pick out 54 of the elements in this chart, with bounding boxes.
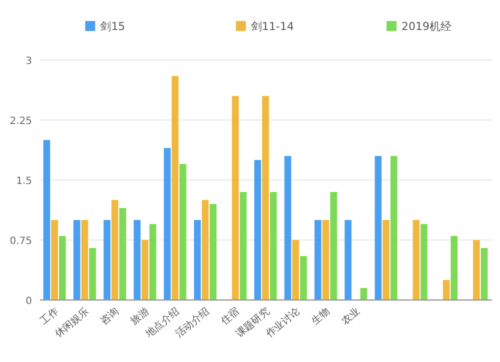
bar <box>284 156 292 300</box>
x-tick-label: 旅游 <box>128 305 152 328</box>
bar <box>58 236 66 300</box>
bar <box>111 200 118 300</box>
bar <box>172 76 179 300</box>
bar <box>442 280 450 300</box>
bar <box>43 140 50 300</box>
bar <box>210 204 216 300</box>
x-tick-label: 生物 <box>309 305 332 328</box>
bar <box>300 256 307 300</box>
bar <box>412 220 420 300</box>
legend-label: 剑11-14 <box>250 20 294 33</box>
legend-label: 2019机经 <box>402 20 452 33</box>
bar <box>292 240 300 300</box>
y-tick-label: 1.5 <box>16 176 32 187</box>
bar <box>322 220 330 300</box>
bar <box>51 220 58 300</box>
x-tick-label: 农业 <box>339 305 362 328</box>
bar <box>420 224 428 300</box>
x-tick-label: 咨询 <box>98 305 122 328</box>
bar <box>262 96 269 300</box>
y-tick-label: 0.75 <box>10 236 32 247</box>
bar <box>232 96 239 300</box>
bar <box>142 240 148 300</box>
bar <box>180 164 186 300</box>
bar <box>149 224 156 300</box>
x-tick-label: 工作 <box>38 306 61 328</box>
bar <box>164 148 171 300</box>
legend-label: 剑15 <box>100 20 126 33</box>
y-tick-label: 2.25 <box>10 116 32 127</box>
bar <box>450 236 458 300</box>
bar <box>240 192 247 300</box>
bar <box>254 160 262 300</box>
bar <box>382 220 390 300</box>
x-tick-label: 住宿 <box>218 305 242 328</box>
bar <box>330 192 338 300</box>
bar <box>202 200 209 300</box>
bar <box>73 220 80 300</box>
bar <box>480 248 488 300</box>
bar <box>473 240 480 300</box>
bar <box>374 156 382 300</box>
bar <box>344 220 352 300</box>
y-tick-label: 0 <box>26 296 32 307</box>
bar <box>81 220 88 300</box>
bar <box>314 220 322 300</box>
bar <box>270 192 277 300</box>
y-tick-label: 3 <box>26 56 32 67</box>
bar <box>104 220 110 300</box>
bar <box>390 156 398 300</box>
bar <box>89 248 96 300</box>
bar <box>194 220 201 300</box>
bar <box>119 208 126 300</box>
bar <box>360 288 368 300</box>
bar <box>134 220 141 300</box>
